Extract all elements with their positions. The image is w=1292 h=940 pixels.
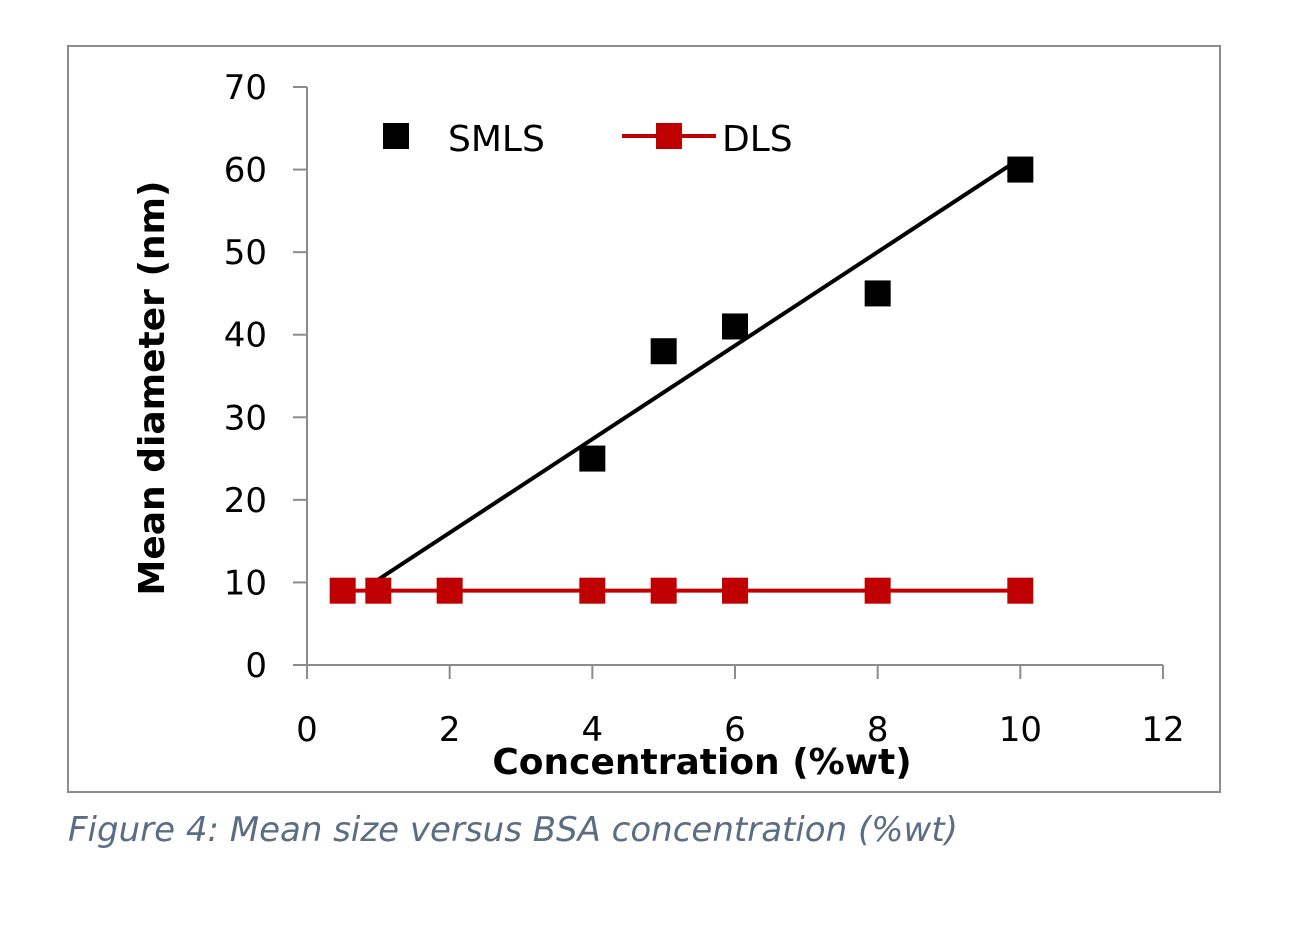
figure-caption: Figure 4: Mean size versus BSA concentra…	[68, 810, 958, 850]
legend-label-smls: SMLS	[448, 119, 545, 160]
x-tick-label: 6	[724, 710, 746, 750]
y-tick-label: 20	[224, 481, 267, 521]
y-tick-label: 40	[224, 316, 267, 356]
y-tick-label: 60	[224, 151, 267, 191]
x-tick-label: 8	[867, 710, 889, 750]
y-tick-label: 0	[245, 646, 267, 686]
dls-point	[722, 577, 748, 604]
smls-point	[1007, 156, 1034, 183]
smls-trendline	[366, 163, 1011, 589]
x-tick-label: 0	[296, 710, 318, 750]
legend-marker-smls	[383, 123, 409, 149]
smls-point	[864, 280, 891, 307]
axes: 0 10 20 30 40 50 60 70 0 2 4 6 8 10 12	[224, 68, 1185, 750]
x-tick-label: 10	[999, 710, 1042, 750]
dls-point	[436, 577, 463, 604]
legend-label-dls: DLS	[722, 119, 793, 160]
dls-point	[864, 577, 891, 604]
y-tick-label: 70	[224, 68, 267, 108]
y-tick-label: 10	[224, 563, 267, 603]
series-layer	[329, 156, 1034, 604]
dls-point	[1007, 577, 1034, 604]
x-tick-label: 12	[1141, 710, 1184, 750]
x-tick-label: 4	[582, 710, 604, 750]
x-axis-title: Concentration (%wt)	[492, 742, 911, 783]
smls-point	[650, 338, 677, 365]
series-smls	[579, 156, 1034, 472]
smls-point	[579, 445, 606, 472]
x-tick-label: 2	[439, 710, 461, 750]
smls-point	[722, 313, 748, 340]
chart-frame	[67, 45, 1221, 793]
trendline-layer	[366, 163, 1011, 589]
y-axis-title: Mean diameter (nm)	[132, 181, 173, 596]
dls-point	[650, 577, 677, 604]
dls-point	[365, 577, 392, 604]
legend: SMLS DLS	[383, 119, 793, 160]
series-dls	[329, 577, 1034, 604]
y-tick-label: 50	[224, 233, 267, 273]
dls-point	[579, 577, 606, 604]
legend-marker-dls	[656, 123, 682, 149]
y-tick-label: 30	[224, 398, 267, 438]
dls-point	[329, 577, 356, 604]
